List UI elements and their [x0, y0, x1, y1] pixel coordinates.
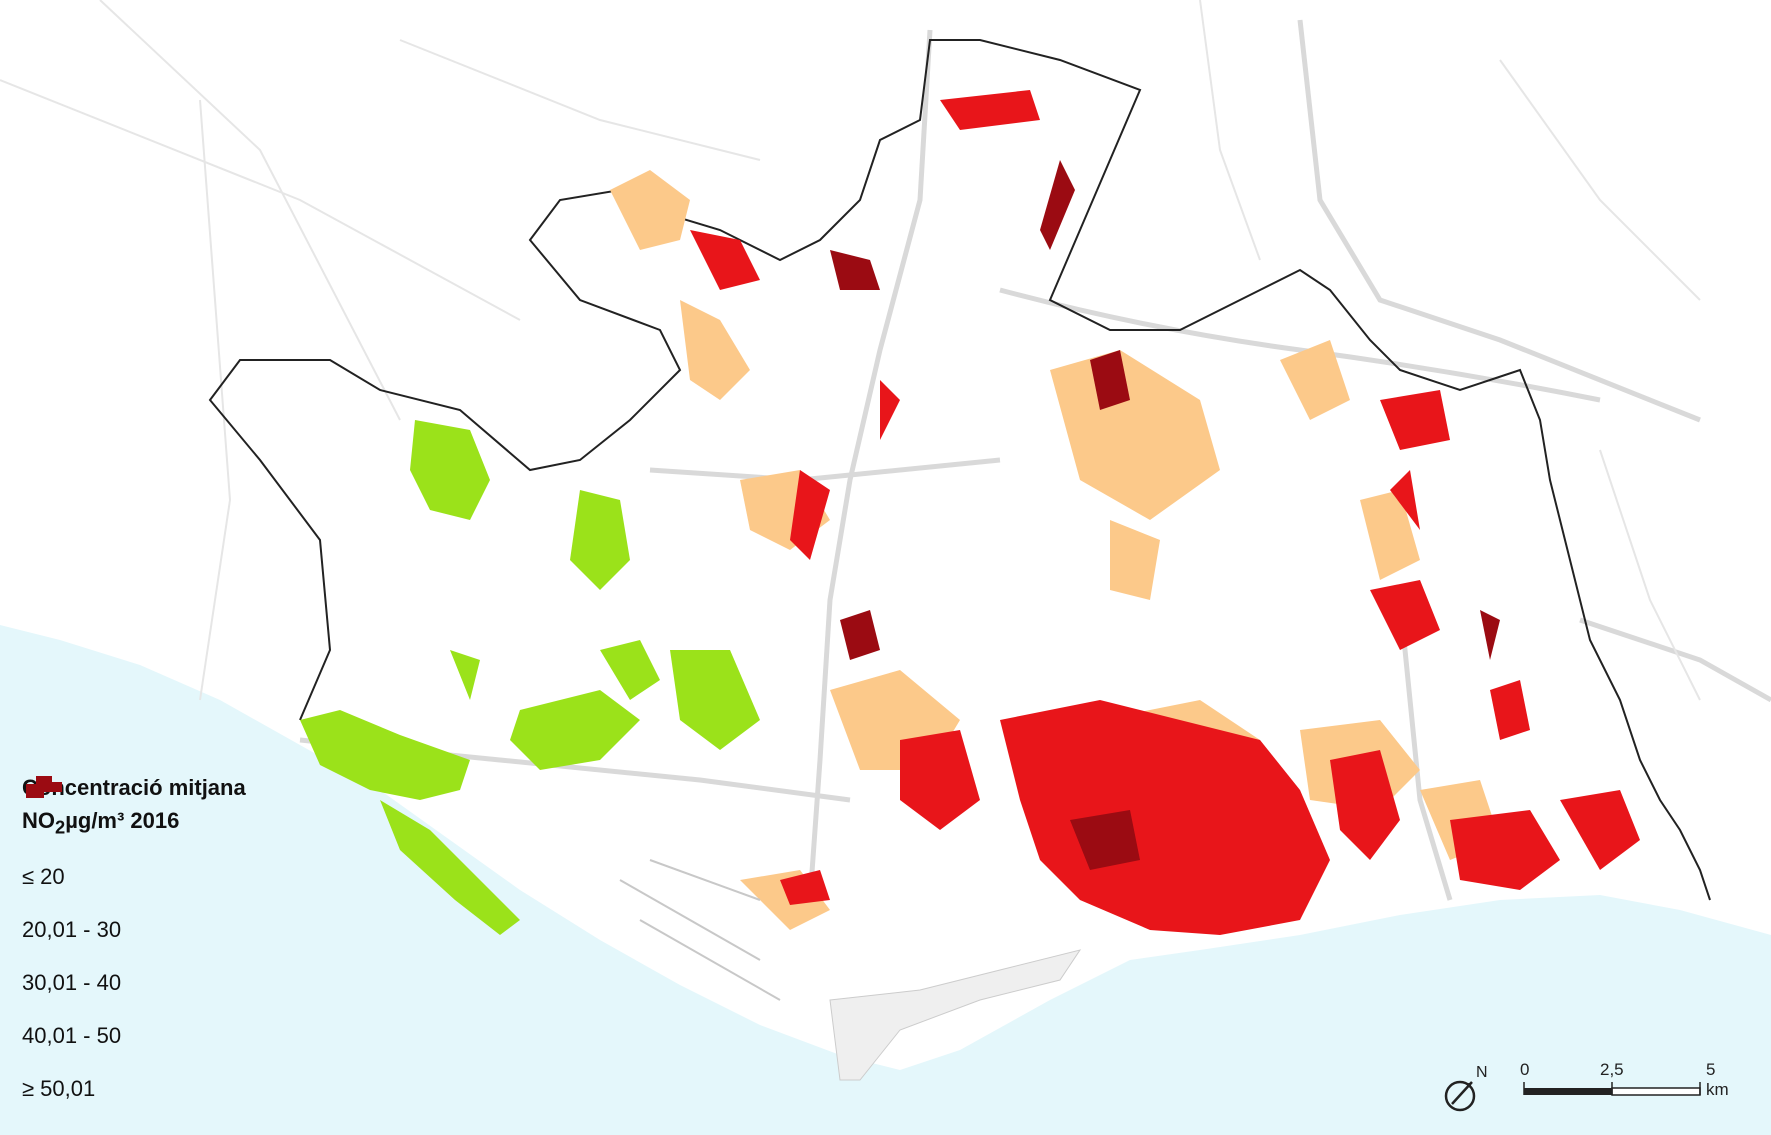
map-legend: Concentració mitjana NO2µg/m³ 2016 ≤ 20 …: [22, 772, 342, 1115]
north-arrow: N: [1438, 1060, 1498, 1120]
scale-tick-end: 5 km: [1706, 1060, 1729, 1099]
legend-swatch-icon: [26, 776, 62, 798]
zone-40-50: [690, 90, 1640, 935]
legend-label: ≥ 50,01: [22, 1075, 96, 1101]
north-label: N: [1476, 1064, 1488, 1081]
legend-item-40-50: 40,01 - 50: [22, 776, 342, 1062]
north-arrow-icon: [1444, 1080, 1476, 1112]
legend-pollutant-sub: 2: [55, 816, 66, 838]
legend-unit-year: µg/m³ 2016: [65, 808, 180, 833]
scale-bar-graphic: [1523, 1082, 1701, 1096]
road-network: [299, 19, 1771, 901]
legend-label: 30,01 - 40: [22, 969, 122, 995]
minor-roads: [0, 0, 1701, 701]
legend-label: ≤ 20: [22, 863, 65, 889]
legend-item-20-30: 20,01 - 30: [22, 776, 342, 956]
legend-item-le-20: ≤ 20: [22, 776, 342, 903]
legend-pollutant: NO: [22, 808, 55, 833]
port-area: [829, 949, 1082, 1081]
legend-label: 40,01 - 50: [22, 1022, 122, 1048]
scale-bar: 0 2,5 5 km: [1440, 1060, 1740, 1120]
scale-tick-0: 0: [1520, 1060, 1530, 1079]
legend-item-ge-50: ≥ 50,01: [22, 776, 342, 1115]
zone-over-50: [830, 160, 1500, 870]
legend-item-30-40: 30,01 - 40: [22, 776, 342, 1009]
legend-title: Concentració mitjana: [22, 775, 246, 800]
metropolitan-boundary: [208, 39, 1711, 901]
sea-area: [0, 625, 1771, 1135]
scale-tick-mid: 2,5: [1600, 1060, 1624, 1079]
airport-runways: [619, 859, 781, 1001]
legend-subtitle: NO2µg/m³ 2016: [22, 804, 342, 844]
zone-20-30: [300, 420, 760, 935]
legend-label: 20,01 - 30: [22, 916, 122, 942]
